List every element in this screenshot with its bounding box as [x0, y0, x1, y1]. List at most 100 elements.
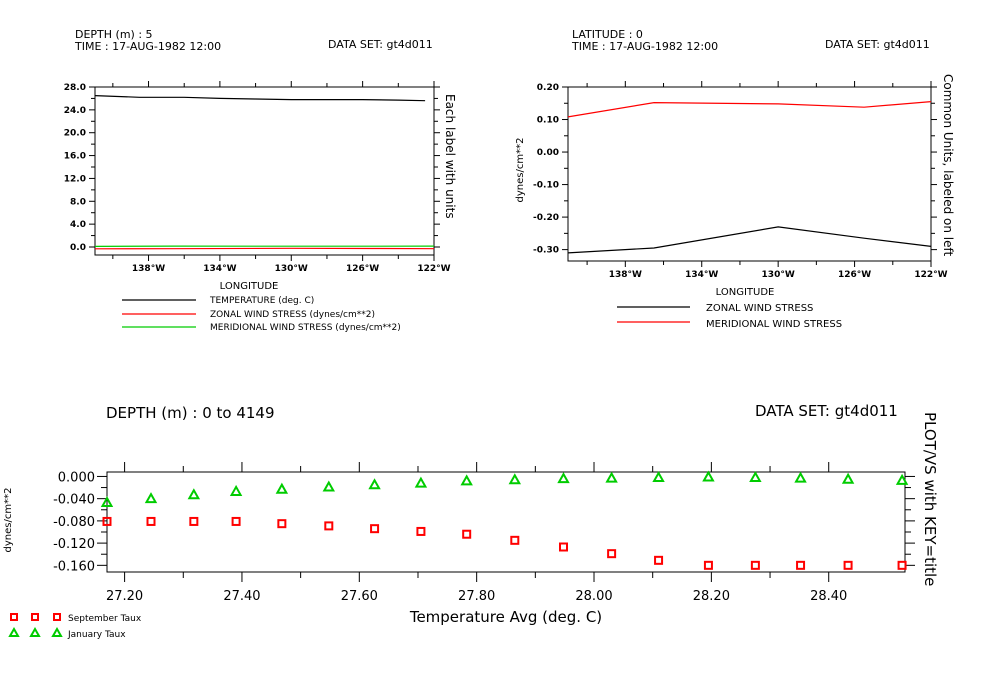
panel1-right-label: Each label with units	[443, 94, 457, 219]
september-taux-point	[607, 549, 617, 559]
legend-label-meridional-2: MERIDIONAL WIND STRESS	[706, 319, 842, 330]
panel1-plot: 138°W 134°W 130°W 126°W 122°W 0.0 4.0 8.0 12.0 16…	[64, 81, 451, 274]
y-tick-label: 16.0	[64, 152, 86, 162]
january-taux-point	[460, 474, 473, 486]
january-taux-point	[895, 473, 909, 485]
y-tick-label: -0.080	[53, 515, 95, 530]
september-taux-point	[324, 521, 334, 531]
panel2-header-time: TIME : 17-AUG-1982 12:00	[571, 40, 718, 53]
legend-label-zonal-2: ZONAL WIND STRESS	[706, 303, 813, 314]
x-tick-label: 27.80	[458, 589, 495, 604]
series-meridional-wind-stress-2	[567, 101, 932, 118]
panel3-header-dataset: DATA SET: gt4d011	[755, 402, 898, 420]
x-tick-label: 138°W	[132, 264, 165, 274]
x-tick-label: 27.60	[341, 589, 378, 604]
september-taux-point	[843, 560, 853, 570]
panel2-y-axis-label: dynes/cm**2	[515, 138, 526, 203]
january-taux-point	[322, 480, 336, 492]
september-taux-point	[231, 516, 241, 526]
y-tick-label: 8.0	[70, 197, 86, 207]
x-tick-label: 28.00	[575, 589, 612, 604]
x-tick-label: 28.20	[693, 589, 730, 604]
september-taux-point	[796, 560, 806, 570]
panel1-x-axis-label: LONGITUDE	[220, 281, 279, 292]
x-tick-label: 130°W	[762, 270, 795, 280]
september-taux-point	[462, 529, 472, 539]
series-zonal-wind-stress	[94, 247, 435, 250]
panel1-header-dataset: DATA SET: gt4d011	[328, 38, 433, 51]
january-taux-point	[368, 478, 381, 490]
y-tick-label: -0.20	[533, 213, 559, 223]
january-taux-point	[508, 473, 522, 485]
january-taux-point	[229, 484, 243, 496]
y-tick-label: 0.10	[537, 116, 559, 126]
y-tick-label: 28.0	[64, 83, 86, 93]
y-tick-label: -0.120	[53, 537, 95, 552]
january-taux-point	[275, 482, 289, 494]
plot-frame	[106, 471, 906, 573]
legend-marker-september	[53, 613, 61, 621]
september-taux-point	[559, 542, 569, 552]
panel2-legend: ZONAL WIND STRESS MERIDIONAL WIND STRESS	[617, 303, 842, 330]
y-tick-label: -0.10	[533, 181, 559, 191]
y-tick-label: 4.0	[70, 220, 86, 230]
panel3-header-depth: DEPTH (m) : 0 to 4149	[106, 404, 275, 422]
y-tick-label: 0.20	[537, 83, 559, 93]
y-tick-label: -0.040	[53, 493, 95, 508]
y-tick-label: 24.0	[64, 106, 86, 116]
x-tick-label: 27.20	[106, 589, 143, 604]
panel2-header-latitude: LATITUDE : 0	[572, 28, 643, 41]
legend-label-zonal: ZONAL WIND STRESS (dynes/cm**2)	[210, 310, 375, 320]
legend-label-september: September Taux	[68, 614, 142, 624]
january-taux-point	[794, 471, 807, 483]
y-tick-label: -0.160	[53, 559, 95, 574]
series-zonal-wind-stress-2	[567, 226, 932, 254]
september-taux-point	[370, 524, 380, 534]
january-taux-point	[144, 492, 158, 504]
legend-label-temperature: TEMPERATURE (deg. C)	[209, 296, 314, 306]
september-taux-point	[146, 516, 156, 526]
plot-frame	[94, 86, 435, 256]
panel2-x-axis-label: LONGITUDE	[716, 287, 775, 298]
january-taux-point	[841, 472, 855, 484]
y-tick-label: 20.0	[64, 129, 86, 139]
series-temperature	[94, 95, 426, 102]
legend-label-january: January Taux	[67, 630, 126, 640]
january-taux-point	[652, 471, 665, 483]
september-taux-point	[277, 519, 287, 529]
september-taux-point	[897, 560, 907, 570]
september-taux-point	[189, 516, 199, 526]
x-tick-label: 126°W	[838, 270, 871, 280]
x-tick-label: 27.40	[223, 589, 260, 604]
panel1-header-time: TIME : 17-AUG-1982 12:00	[74, 40, 221, 53]
y-tick-label: 12.0	[64, 174, 86, 184]
september-taux-point	[703, 560, 713, 570]
september-taux-point	[510, 535, 520, 545]
y-tick-label: 0.000	[58, 470, 95, 485]
x-tick-label: 134°W	[685, 270, 718, 280]
x-tick-label: 122°W	[914, 270, 947, 280]
january-taux-point	[557, 472, 570, 484]
panel3-y-axis-label: dynes/cm**2	[3, 488, 14, 553]
legend-marker-january	[29, 626, 41, 637]
legend-marker-september	[10, 613, 18, 621]
panel2-header-dataset: DATA SET: gt4d011	[825, 38, 930, 51]
plot-frame	[567, 86, 932, 262]
panel1-header-depth: DEPTH (m) : 5	[75, 28, 153, 41]
january-taux-point	[100, 496, 114, 508]
legend-marker-september	[31, 613, 39, 621]
january-taux-point	[414, 476, 428, 488]
x-tick-label: 122°W	[417, 264, 450, 274]
january-taux-point	[605, 471, 618, 483]
september-taux-point	[750, 560, 760, 570]
legend-marker-january	[51, 626, 63, 637]
legend-label-meridional: MERIDIONAL WIND STRESS (dynes/cm**2)	[210, 323, 401, 333]
january-taux-point	[187, 488, 201, 500]
x-tick-label: 28.40	[810, 589, 847, 604]
x-tick-label: 134°W	[203, 264, 236, 274]
x-tick-label: 138°W	[609, 270, 642, 280]
panel2-plot: 138°W 134°W 130°W 126°W 122°W -0.30 -0.20 -0.10…	[533, 81, 948, 280]
panel2-right-label: Common Units, labeled on left	[941, 74, 955, 256]
y-tick-label: 0.0	[70, 243, 86, 253]
